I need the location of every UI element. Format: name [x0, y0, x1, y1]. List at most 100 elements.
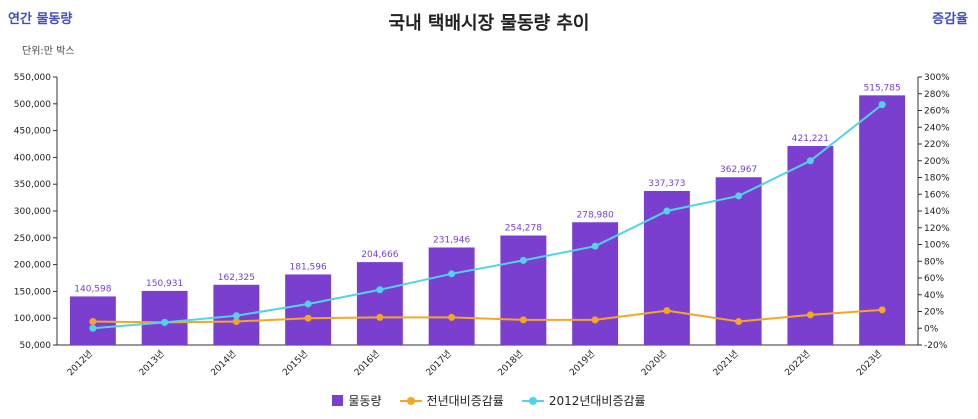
bar-data-label: 278,980 — [577, 210, 614, 220]
yoy-series-point — [232, 318, 240, 326]
bar-data-label: 515,785 — [864, 83, 901, 93]
x-tick-label: 2015년 — [280, 348, 310, 378]
x-tick-label: 2012년 — [65, 348, 95, 378]
yoy-series-point — [376, 313, 384, 321]
legend-item-volume: 물동량 — [332, 392, 382, 409]
yoy-series-point — [448, 313, 456, 321]
left-tick-label: 400,000 — [14, 153, 51, 163]
cumulative-series-point — [591, 242, 599, 250]
right-tick-label: 220% — [924, 140, 950, 150]
right-tick-label: 240% — [924, 123, 950, 133]
bar — [285, 274, 332, 345]
cumulative-series-point — [448, 270, 456, 278]
bar — [428, 247, 475, 345]
right-axis-title: 증감율 — [932, 12, 968, 27]
x-tick-label: 2022년 — [783, 348, 813, 378]
bar-data-label: 362,967 — [720, 165, 757, 175]
unit-note: 단위:만 박스 — [22, 46, 75, 57]
yoy-series-point — [806, 311, 814, 319]
left-tick-label: 50,000 — [20, 341, 52, 351]
right-tick-label: 60% — [924, 274, 944, 284]
yoy-series-point — [663, 307, 671, 315]
x-tick-label: 2016년 — [352, 348, 382, 378]
legend-swatch-yoy — [399, 395, 422, 407]
left-tick-label: 350,000 — [14, 180, 51, 190]
x-tick-label: 2018년 — [496, 348, 526, 378]
cumulative-series-point — [376, 286, 384, 294]
legend-label-cumulative: 2012년대비증감률 — [548, 394, 646, 408]
x-tick-label: 2019년 — [567, 348, 597, 378]
bar — [141, 290, 188, 345]
left-tick-label: 250,000 — [14, 234, 51, 244]
bar — [500, 235, 547, 345]
cumulative-series-point — [304, 300, 312, 308]
right-tick-label: 280% — [924, 90, 950, 100]
left-tick-label: 500,000 — [14, 100, 51, 110]
bar — [715, 177, 762, 345]
bar-data-label: 337,373 — [648, 179, 685, 189]
x-tick-label: 2021년 — [711, 348, 741, 378]
bar — [572, 222, 619, 345]
cumulative-series-point — [89, 324, 97, 332]
right-tick-label: -20% — [924, 341, 948, 351]
bar-data-label: 162,325 — [218, 273, 255, 283]
bar-data-label: 150,931 — [146, 279, 183, 289]
legend-item-yoy: 전년대비증감률 — [399, 392, 504, 409]
right-tick-label: 300% — [924, 73, 950, 83]
cumulative-series-point — [806, 157, 814, 165]
legend-label-volume: 물동량 — [348, 394, 382, 408]
left-tick-label: 100,000 — [14, 314, 51, 324]
right-tick-label: 160% — [924, 190, 950, 200]
left-tick-label: 150,000 — [14, 287, 51, 297]
legend-label-yoy: 전년대비증감률 — [426, 394, 504, 408]
yoy-series-point — [304, 314, 312, 322]
left-axis-title: 연간 물동량 — [8, 12, 73, 27]
x-tick-label: 2014년 — [209, 348, 239, 378]
yoy-series-point — [89, 318, 97, 326]
left-tick-label: 200,000 — [14, 261, 51, 271]
bar-data-label: 140,598 — [74, 284, 111, 294]
left-tick-label: 450,000 — [14, 127, 51, 137]
right-tick-label: 140% — [924, 207, 950, 217]
right-tick-label: 260% — [924, 107, 950, 117]
cumulative-series-point — [735, 192, 743, 200]
right-tick-label: 20% — [924, 308, 944, 318]
right-tick-label: 200% — [924, 157, 950, 167]
bar-data-label: 181,596 — [290, 262, 327, 272]
right-tick-label: 0% — [924, 324, 939, 334]
yoy-series-point — [735, 318, 743, 326]
right-tick-label: 40% — [924, 291, 944, 301]
right-tick-label: 80% — [924, 257, 944, 267]
x-tick-label: 2013년 — [137, 348, 167, 378]
x-tick-label: 2020년 — [639, 348, 669, 378]
left-tick-label: 550,000 — [14, 73, 51, 83]
bar — [643, 190, 690, 345]
right-tick-label: 100% — [924, 241, 950, 251]
legend: 물동량 전년대비증감률 2012년대비증감률 — [0, 392, 978, 409]
x-tick-label: 2023년 — [854, 348, 884, 378]
bar — [356, 262, 403, 345]
cumulative-series-point — [232, 312, 240, 320]
right-tick-label: 180% — [924, 174, 950, 184]
legend-item-cumulative: 2012년대비증감률 — [521, 392, 646, 409]
right-tick-label: 120% — [924, 224, 950, 234]
legend-swatch-volume — [332, 395, 344, 406]
yoy-series-line — [92, 308, 883, 324]
bar-data-label: 421,221 — [792, 134, 829, 144]
cumulative-series-point — [878, 101, 886, 109]
bar-data-label: 254,278 — [505, 224, 542, 234]
cumulative-series-point — [519, 256, 527, 264]
bar-data-label: 204,666 — [361, 250, 398, 260]
yoy-series-point — [878, 306, 886, 314]
cumulative-series-line — [92, 103, 883, 330]
legend-swatch-cumulative — [521, 395, 544, 407]
cumulative-series-point — [663, 207, 671, 215]
cumulative-series-point — [161, 318, 169, 326]
chart-title: 국내 택배시장 물동량 추이 — [388, 13, 590, 34]
left-tick-label: 300,000 — [14, 207, 51, 217]
bar-data-label: 231,946 — [433, 235, 470, 245]
yoy-series-point — [591, 316, 599, 324]
bar — [859, 95, 906, 346]
x-tick-label: 2017년 — [424, 348, 454, 378]
